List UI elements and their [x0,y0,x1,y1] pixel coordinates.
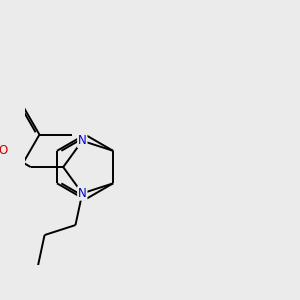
Text: N: N [78,134,87,147]
Text: O: O [0,144,7,158]
Text: N: N [78,187,87,200]
